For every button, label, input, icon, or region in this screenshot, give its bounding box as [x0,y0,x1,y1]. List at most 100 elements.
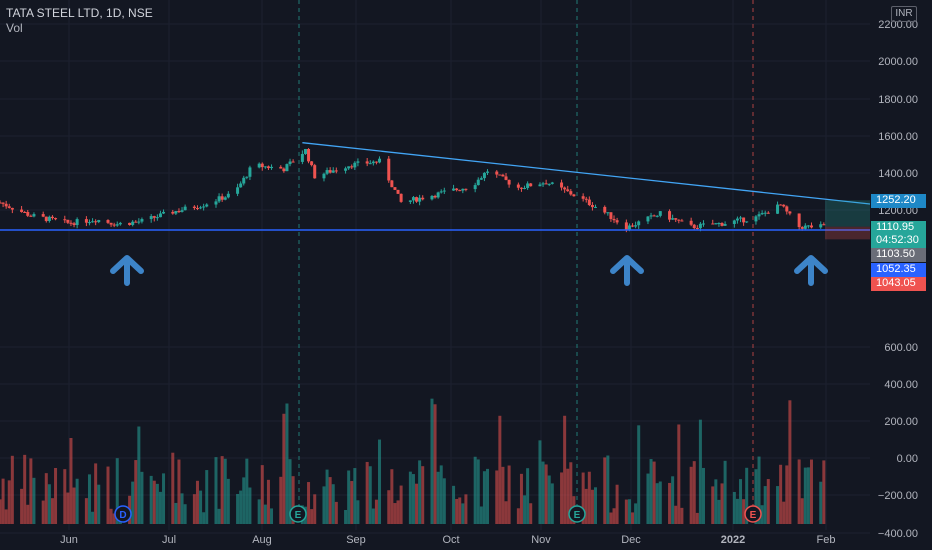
candle-body [20,209,24,212]
volume-bar [809,459,813,524]
month-label: 2022 [721,534,745,546]
candle-body [560,182,564,188]
volume-bar [674,505,678,524]
volume-bar [248,487,252,524]
candle-body [387,158,391,181]
volume-bar [10,455,14,524]
candle-body [303,148,307,154]
candle-body [590,204,594,208]
candle-body [809,225,813,228]
volume-bar [655,483,659,524]
volume-bar [396,500,400,524]
candle-body [158,213,162,218]
candle-body [436,192,440,198]
volume-bar [649,459,653,524]
volume-bar [668,482,672,524]
volume-bar [806,467,810,524]
volume-bar [677,424,681,524]
volume-bar [479,506,483,524]
candle-body [285,164,289,172]
candle-body [476,179,480,186]
volume-bar [285,403,289,524]
candle-body [442,190,446,192]
volume-bar [615,484,619,524]
volume-bar [69,437,73,524]
volume-bar [624,499,628,524]
candle-body [572,194,576,197]
volume-bar [473,456,477,524]
low-price-1-label: 1052.35 [871,263,926,277]
candle-body [307,148,311,162]
candle-body [603,206,607,213]
volume-bar [322,486,326,524]
support-price-label: 1103.50 [871,248,926,262]
candle-body [782,204,786,207]
volume-bar [158,491,162,524]
volume-bar [566,468,570,524]
candle-body [134,221,138,223]
volume-bar [260,465,264,524]
candle-body [137,221,141,223]
volume-bar [205,470,209,524]
candle-body [112,224,116,226]
candle-body [711,223,715,225]
month-label: Jun [60,534,78,546]
candle-body [671,218,675,220]
candle-body [569,191,573,195]
symbol-title: TATA STEEL LTD, 1D, NSE [6,6,153,20]
candle-body [263,166,267,168]
volume-bar [452,485,456,524]
price-tick-label: 0.00 [897,453,918,465]
volume-bar [162,473,166,524]
volume-bar [612,508,616,524]
candle-body [177,211,181,213]
month-label: Dec [621,534,641,546]
volume-bar [202,512,206,524]
candle-body [162,211,166,214]
candle-body [504,176,508,180]
volume-bar [519,473,523,524]
candle-body [766,212,770,214]
candle-body [745,221,749,223]
volume-bar [714,479,718,524]
volume-bar [134,460,138,524]
candle-body [566,189,570,192]
volume-bar [442,478,446,524]
volume-bar [717,499,721,524]
volume-bar [282,413,286,524]
candle-body [776,204,780,214]
candle-body [723,223,727,226]
candle-body [655,215,659,217]
candle-body [627,225,631,231]
volume-bar [378,439,382,524]
month-label: Nov [531,534,551,546]
volume-bar [270,508,274,524]
volume-bar [584,488,588,524]
volume-bar [606,455,610,524]
candle-body [523,187,527,189]
volume-bar [763,486,767,524]
volume-bar [192,494,196,524]
candle-body [788,211,792,214]
currency-badge[interactable]: INR [891,6,917,22]
candle-body [757,214,761,217]
volume-bar [785,465,789,524]
candle-body [118,222,122,225]
candle-body [10,207,14,210]
volume-bar [347,470,351,524]
candle-body [587,199,591,205]
price-tick-label: 2200.00 [878,19,918,31]
volume-bar [637,425,641,524]
candle-body [4,203,8,207]
candle-body [32,214,36,217]
candle-body [266,166,270,169]
volume-bar [627,499,631,524]
candle-body [458,190,462,192]
volume-bar [408,471,412,524]
volume-bar [29,458,33,524]
volume-bar [739,479,743,524]
candle-body [606,212,610,214]
volume-bar [266,479,270,524]
volume-bar [745,467,749,524]
